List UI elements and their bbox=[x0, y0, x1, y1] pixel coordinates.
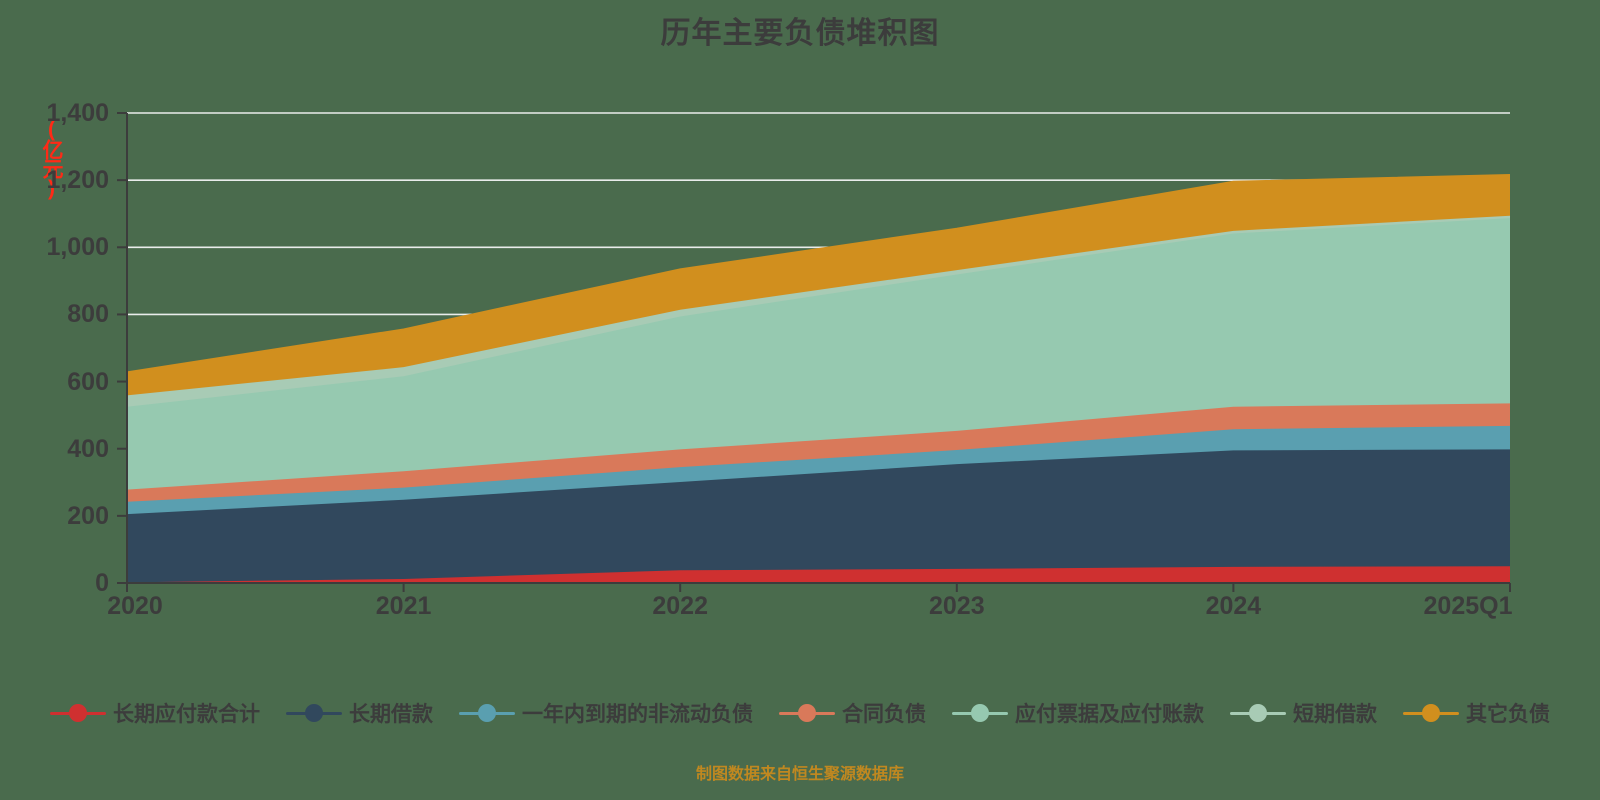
legend-marker-icon bbox=[952, 704, 1008, 722]
y-tick-1,400: 1,400 bbox=[46, 99, 109, 127]
x-tick-2025Q1: 2025Q1 bbox=[1423, 592, 1513, 620]
y-axis-unit-label: (亿元) bbox=[40, 118, 63, 198]
legend-label: 其它负债 bbox=[1466, 703, 1550, 726]
legend-marker-icon bbox=[459, 704, 515, 722]
x-tick-2020: 2020 bbox=[107, 592, 163, 620]
legend-item-应付票据及应付账款[interactable]: 应付票据及应付账款 bbox=[952, 698, 1204, 728]
y-tick-1,200: 1,200 bbox=[46, 166, 109, 195]
legend-label: 合同负债 bbox=[842, 703, 926, 726]
y-tick-800: 800 bbox=[67, 300, 109, 329]
area-series-应付票据及应付账款 bbox=[127, 218, 1510, 490]
area-series-长期应付款合计 bbox=[127, 566, 1510, 583]
area-series-长期借款 bbox=[127, 449, 1510, 583]
x-tick-2022: 2022 bbox=[652, 592, 708, 620]
y-tick-0: 0 bbox=[95, 569, 109, 597]
legend-item-短期借款[interactable]: 短期借款 bbox=[1230, 698, 1377, 728]
legend-label: 长期应付款合计 bbox=[113, 703, 260, 726]
legend-label: 长期借款 bbox=[349, 703, 433, 726]
y-tick-600: 600 bbox=[67, 367, 109, 396]
legend-item-其它负债[interactable]: 其它负债 bbox=[1403, 698, 1550, 728]
legend-item-一年内到期的非流动负债[interactable]: 一年内到期的非流动负债 bbox=[459, 698, 753, 728]
x-tick-2021: 2021 bbox=[375, 592, 432, 620]
legend-label: 短期借款 bbox=[1293, 703, 1377, 726]
footer-note: 制图数据来自恒生聚源数据库 bbox=[695, 766, 904, 783]
legend-marker-icon bbox=[1230, 704, 1286, 722]
y-tick-400: 400 bbox=[67, 434, 109, 463]
legend-label: 应付票据及应付账款 bbox=[1015, 703, 1204, 726]
legend-marker-icon bbox=[50, 704, 106, 722]
x-tick-2024: 2024 bbox=[1205, 592, 1262, 620]
legend-marker-icon bbox=[1403, 704, 1459, 722]
y-tick-200: 200 bbox=[67, 501, 109, 530]
legend-marker-icon bbox=[779, 704, 835, 722]
legend-item-长期借款[interactable]: 长期借款 bbox=[286, 698, 433, 728]
page-title: 历年主要负债堆积图 bbox=[660, 17, 940, 50]
legend-label: 一年内到期的非流动负债 bbox=[522, 703, 753, 726]
chart-legend: 长期应付款合计 长期借款 一年内到期的非流动负债 合同负债 应付票据及应付账款 短期借款 其… bbox=[0, 698, 1600, 728]
x-tick-2023: 2023 bbox=[928, 592, 985, 620]
legend-item-合同负债[interactable]: 合同负债 bbox=[779, 698, 926, 728]
area-series-合同负债 bbox=[127, 403, 1510, 502]
legend-marker-icon bbox=[286, 704, 342, 722]
area-series-短期借款 bbox=[127, 215, 1510, 407]
legend-item-长期应付款合计[interactable]: 长期应付款合计 bbox=[50, 698, 260, 728]
y-tick-1,000: 1,000 bbox=[46, 233, 109, 262]
area-series-一年内到期的非流动负债 bbox=[127, 425, 1510, 515]
area-series-其它负债 bbox=[127, 174, 1510, 396]
